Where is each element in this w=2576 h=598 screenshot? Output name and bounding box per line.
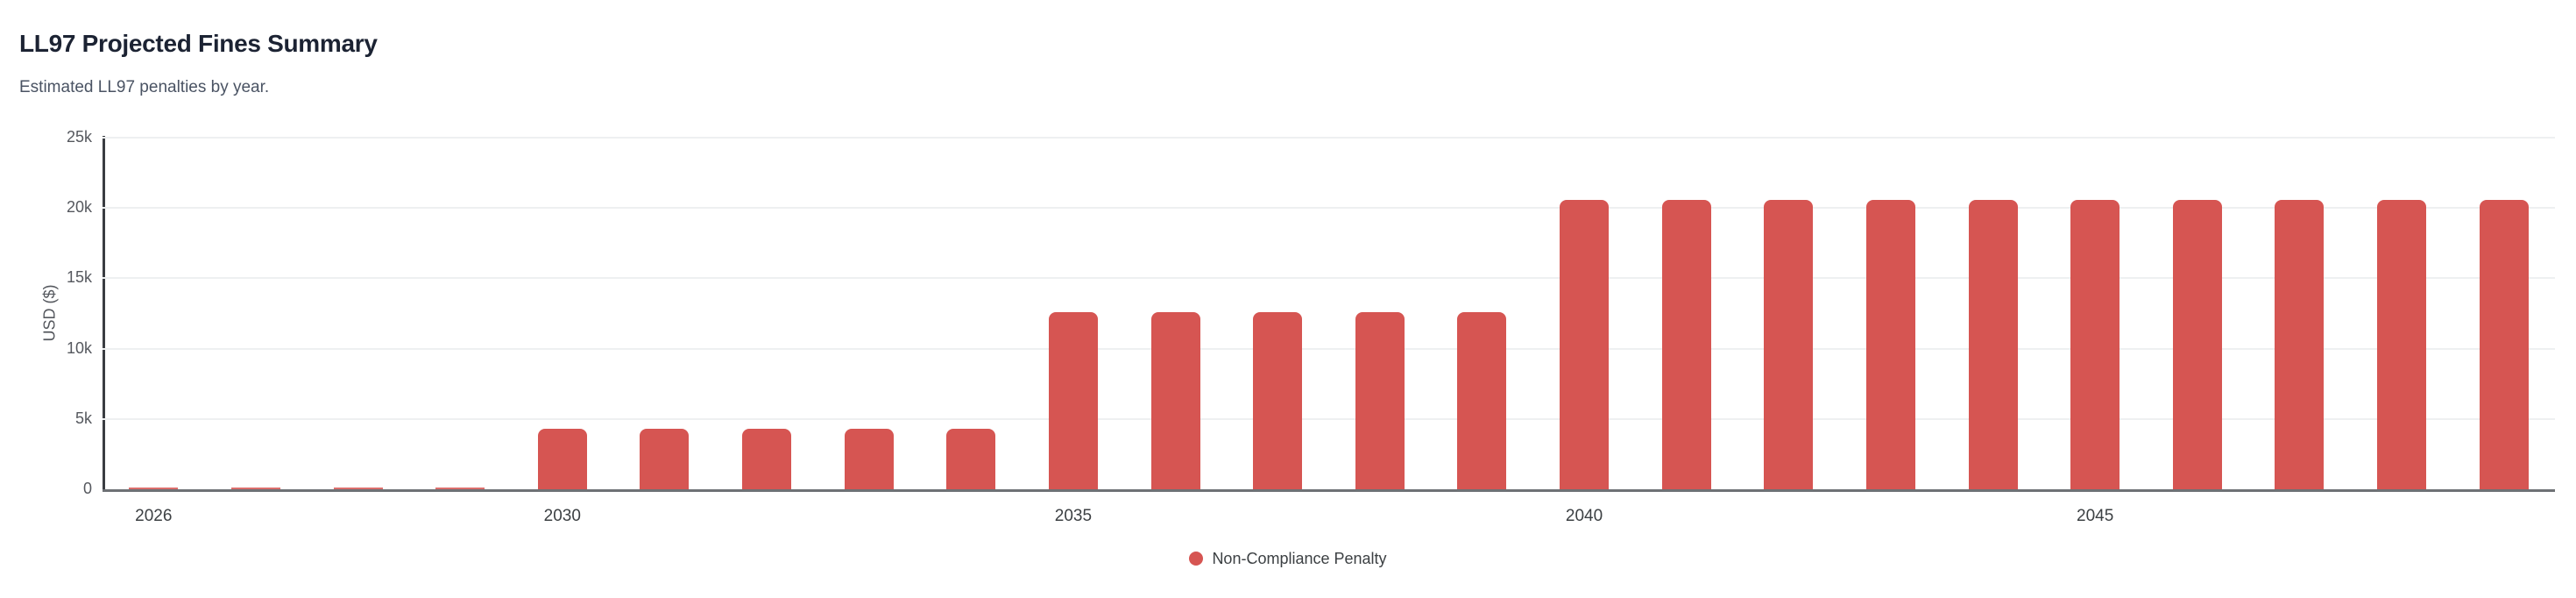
chart-legend[interactable]: Non-Compliance Penalty — [0, 547, 2576, 570]
chart-title: LL97 Projected Fines Summary — [19, 30, 378, 57]
x-axis-line — [103, 489, 2555, 492]
bar-2041[interactable] — [1661, 199, 1711, 489]
bar-2049[interactable] — [2479, 199, 2529, 489]
bar-2035[interactable] — [1048, 311, 1098, 489]
x-tick-label-2045: 2045 — [2077, 507, 2114, 525]
bar-2037[interactable] — [1253, 311, 1303, 489]
bar-2029[interactable] — [435, 488, 485, 489]
y-tick-label-5k: 5k — [74, 409, 92, 427]
bar-2031[interactable] — [640, 429, 690, 489]
legend-label: Non-Compliance Penalty — [1212, 549, 1387, 567]
bar-2043[interactable] — [1865, 199, 1915, 489]
bar-2038[interactable] — [1355, 311, 1405, 489]
y-tick-label-20k: 20k — [66, 198, 92, 217]
bar-2044[interactable] — [1968, 199, 2018, 489]
gridline-25k — [103, 137, 2555, 139]
y-tick-label-10k: 10k — [66, 338, 92, 357]
x-tick-label-2035: 2035 — [1054, 507, 1093, 525]
y-axis-line — [103, 136, 105, 489]
gridline-20k — [103, 207, 2555, 210]
x-tick-label-2026: 2026 — [135, 507, 173, 525]
y-tick-label-15k: 15k — [66, 268, 92, 287]
y-tick-label-0: 0 — [82, 480, 92, 497]
bar-2034[interactable] — [946, 429, 996, 489]
bar-2027[interactable] — [230, 488, 280, 489]
legend-dot-icon — [1189, 552, 1204, 566]
y-tick-label-25k: 25k — [66, 128, 92, 146]
bar-2030[interactable] — [537, 429, 587, 489]
gridline-10k — [103, 347, 2555, 350]
bar-2048[interactable] — [2377, 199, 2427, 489]
x-tick-label-2030: 2030 — [543, 507, 581, 525]
bar-2039[interactable] — [1457, 311, 1507, 489]
bar-2028[interactable] — [333, 488, 383, 489]
x-tick-label-2040: 2040 — [1565, 507, 1603, 525]
y-axis-title: USD ($) — [40, 284, 59, 342]
chart-subtitle: Estimated LL97 penalties by year. — [19, 78, 270, 96]
gridline-5k — [103, 417, 2555, 420]
bar-2032[interactable] — [742, 429, 792, 489]
bar-2047[interactable] — [2275, 199, 2325, 489]
bar-2045[interactable] — [2070, 199, 2120, 489]
bar-2026[interactable] — [129, 488, 179, 489]
bar-2042[interactable] — [1764, 199, 1814, 489]
bar-2046[interactable] — [2172, 199, 2222, 489]
bar-2033[interactable] — [844, 429, 894, 489]
bar-2040[interactable] — [1560, 199, 1610, 489]
bar-chart-plot-area — [103, 136, 2555, 492]
bar-2036[interactable] — [1150, 311, 1200, 489]
gridline-15k — [103, 277, 2555, 280]
